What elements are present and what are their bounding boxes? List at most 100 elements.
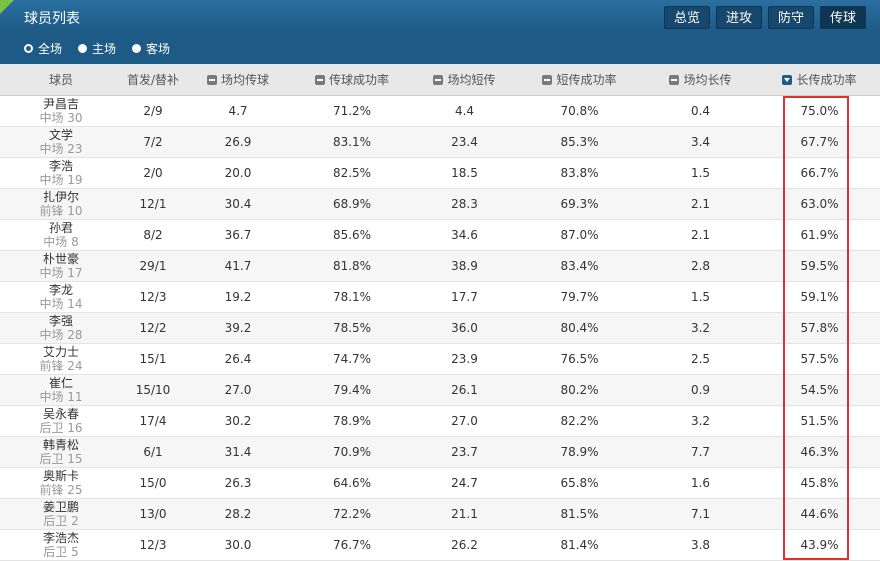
cell-short: 34.6 xyxy=(451,227,478,242)
cell-starts: 12/3 xyxy=(139,289,167,304)
player-cell[interactable]: 李浩 中场 19 xyxy=(0,157,122,188)
player-name[interactable]: 李龙 xyxy=(48,282,73,297)
cell-short: 17.7 xyxy=(451,289,478,304)
cell-long: 2.8 xyxy=(690,258,711,273)
sort-icon[interactable] xyxy=(314,74,325,85)
cell-short: 4.4 xyxy=(454,103,475,118)
player-name[interactable]: 姜卫鹏 xyxy=(42,499,79,514)
cell-starts: 2/9 xyxy=(143,103,163,118)
player-name[interactable]: 李浩 xyxy=(48,158,73,173)
tab-attack[interactable]: 进攻 xyxy=(715,6,762,29)
cell-starts: 15/10 xyxy=(135,382,171,397)
player-cell[interactable]: 姜卫鹏 后卫 2 xyxy=(0,498,122,529)
cell-short: 27.0 xyxy=(451,413,478,428)
radio-icon xyxy=(78,44,88,53)
sort-icon[interactable] xyxy=(542,74,553,85)
player-cell[interactable]: 韩青松 后卫 15 xyxy=(0,436,122,467)
player-cell[interactable]: 文学 中场 23 xyxy=(0,126,122,157)
player-name[interactable]: 朴世豪 xyxy=(42,251,79,266)
col-long-pct[interactable]: 长传成功率 xyxy=(759,64,880,96)
cell-short-pct: 78.9% xyxy=(560,444,599,459)
cell-pass-pct: 81.8% xyxy=(332,258,372,273)
cell-short: 26.1 xyxy=(451,382,478,397)
col-short[interactable]: 场均短传 xyxy=(412,64,517,96)
filter-all-label: 全场 xyxy=(38,42,63,56)
col-pass-pct[interactable]: 传球成功率 xyxy=(292,64,412,96)
cell-starts: 15/0 xyxy=(139,475,167,490)
player-position: 中场 23 xyxy=(39,141,83,156)
cell-short: 28.3 xyxy=(451,196,478,211)
player-name[interactable]: 李强 xyxy=(48,313,73,328)
cell-long-pct: 45.8% xyxy=(800,475,839,490)
venue-filter: 全场 主场 客场 xyxy=(0,33,880,64)
cell-starts: 17/4 xyxy=(139,413,167,428)
player-cell[interactable]: 奥斯卡 前锋 25 xyxy=(0,467,122,498)
player-name[interactable]: 奥斯卡 xyxy=(42,468,79,483)
player-name[interactable]: 韩青松 xyxy=(42,437,79,452)
col-long[interactable]: 场均长传 xyxy=(642,64,759,96)
player-position: 中场 14 xyxy=(39,296,83,311)
cell-short: 18.5 xyxy=(451,165,478,180)
player-cell[interactable]: 李强 中场 28 xyxy=(0,312,122,343)
col-passes[interactable]: 场均传球 xyxy=(184,64,292,96)
cell-long-pct: 61.9% xyxy=(800,227,839,242)
player-name[interactable]: 孙君 xyxy=(48,220,73,235)
player-cell[interactable]: 李龙 中场 14 xyxy=(0,281,122,312)
filter-home[interactable]: 主场 xyxy=(78,40,116,57)
player-name[interactable]: 吴永春 xyxy=(42,406,79,421)
cell-pass-pct: 78.9% xyxy=(332,413,372,428)
player-name[interactable]: 崔仁 xyxy=(48,375,73,390)
player-cell[interactable]: 李浩杰 后卫 5 xyxy=(0,529,122,560)
player-cell[interactable]: 崔仁 中场 11 xyxy=(0,374,122,405)
table-row: 李浩 中场 19 2/0 20.0 82.5% 18.5 83.8% 1.5 66.7% xyxy=(0,157,880,188)
tab-defense[interactable]: 防守 xyxy=(767,6,814,29)
cell-long-pct: 57.5% xyxy=(800,351,839,366)
sort-icon[interactable] xyxy=(206,74,217,85)
filter-all[interactable]: 全场 xyxy=(24,40,62,57)
cell-passes: 27.0 xyxy=(224,382,252,397)
sort-icon[interactable] xyxy=(669,74,680,85)
player-position: 后卫 16 xyxy=(39,420,83,435)
cell-starts: 7/2 xyxy=(143,134,163,149)
player-name[interactable]: 李浩杰 xyxy=(42,530,79,545)
sort-desc-icon[interactable] xyxy=(782,74,793,85)
col-short-pct-label: 短传成功率 xyxy=(556,72,617,87)
player-name[interactable]: 扎伊尔 xyxy=(42,189,79,204)
cell-long: 2.5 xyxy=(690,351,711,366)
radio-icon xyxy=(132,44,142,53)
player-cell[interactable]: 艾力士 前锋 24 xyxy=(0,343,122,374)
cell-pass-pct: 85.6% xyxy=(332,227,372,242)
player-position: 中场 30 xyxy=(39,110,83,125)
table-row: 李浩杰 后卫 5 12/3 30.0 76.7% 26.2 81.4% 3.8 43.9% xyxy=(0,529,880,560)
tab-passing[interactable]: 传球 xyxy=(819,6,866,29)
col-short-label: 场均短传 xyxy=(447,72,496,87)
table-row: 吴永春 后卫 16 17/4 30.2 78.9% 27.0 82.2% 3.2 51.5% xyxy=(0,405,880,436)
cell-starts: 29/1 xyxy=(139,258,167,273)
cell-passes: 4.7 xyxy=(228,103,248,118)
player-cell[interactable]: 朴世豪 中场 17 xyxy=(0,250,122,281)
cell-passes: 20.0 xyxy=(224,165,252,180)
cell-short-pct: 80.4% xyxy=(560,320,599,335)
cell-long-pct: 63.0% xyxy=(800,196,839,211)
player-cell[interactable]: 尹昌吉 中场 30 xyxy=(0,95,122,126)
col-short-pct[interactable]: 短传成功率 xyxy=(517,64,642,96)
table-row: 奥斯卡 前锋 25 15/0 26.3 64.6% 24.7 65.8% 1.6 45.8% xyxy=(0,467,880,498)
player-cell[interactable]: 扎伊尔 前锋 10 xyxy=(0,188,122,219)
cell-starts: 6/1 xyxy=(143,444,163,459)
cell-pass-pct: 68.9% xyxy=(332,196,372,211)
player-cell[interactable]: 吴永春 后卫 16 xyxy=(0,405,122,436)
filter-away[interactable]: 客场 xyxy=(132,40,170,57)
cell-long: 3.8 xyxy=(690,537,711,552)
col-passes-label: 场均传球 xyxy=(220,72,269,87)
cell-short: 38.9 xyxy=(451,258,478,273)
cell-starts: 12/2 xyxy=(139,320,167,335)
tab-overview[interactable]: 总览 xyxy=(663,6,710,29)
player-name[interactable]: 艾力士 xyxy=(42,344,79,359)
sort-icon[interactable] xyxy=(433,74,444,85)
radio-checked-icon xyxy=(24,44,33,53)
player-name[interactable]: 文学 xyxy=(48,127,73,142)
player-cell[interactable]: 孙君 中场 8 xyxy=(0,219,122,250)
cell-long: 7.1 xyxy=(690,506,711,521)
cell-long: 3.2 xyxy=(690,320,711,335)
player-name[interactable]: 尹昌吉 xyxy=(42,96,79,111)
